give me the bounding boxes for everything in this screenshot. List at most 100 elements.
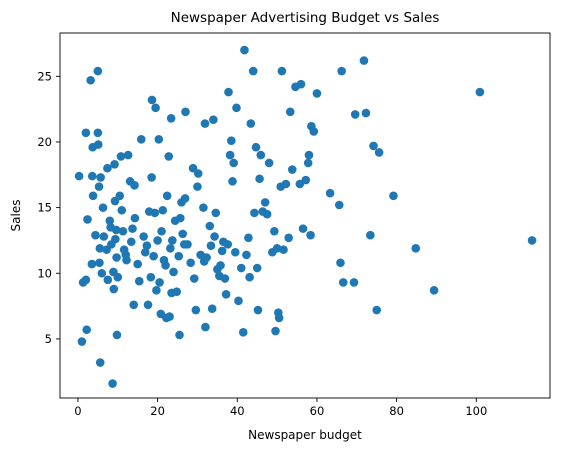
data-point <box>274 313 284 323</box>
data-point <box>287 165 297 174</box>
data-point <box>139 232 148 241</box>
data-point <box>166 244 175 253</box>
data-point <box>206 241 216 250</box>
data-point <box>298 224 308 233</box>
data-point <box>312 89 322 98</box>
data-point <box>279 245 288 254</box>
data-point <box>165 312 174 321</box>
data-point <box>113 272 123 282</box>
data-point <box>359 56 369 65</box>
data-point <box>108 379 117 388</box>
data-point <box>74 171 84 181</box>
data-point <box>88 191 98 201</box>
data-point <box>205 221 215 231</box>
data-point <box>325 188 335 198</box>
data-point <box>236 263 246 273</box>
data-point <box>180 194 190 203</box>
data-point <box>146 272 156 282</box>
data-point <box>309 127 319 136</box>
data-point <box>248 66 258 76</box>
data-point <box>303 158 313 168</box>
data-point <box>154 135 164 144</box>
data-point <box>262 209 272 219</box>
data-point <box>411 244 421 253</box>
data-point <box>223 240 233 249</box>
data-point <box>527 236 537 245</box>
data-point <box>232 103 241 113</box>
data-point <box>152 286 161 295</box>
data-point <box>147 95 157 105</box>
data-point <box>111 234 120 244</box>
data-point <box>211 208 221 218</box>
data-point <box>149 251 158 261</box>
data-point <box>128 224 137 233</box>
data-point <box>147 173 156 182</box>
data-point <box>246 119 256 128</box>
y-tick-label: 10 <box>37 266 52 280</box>
data-point <box>140 247 150 257</box>
data-point <box>207 304 217 314</box>
data-point <box>272 244 282 253</box>
data-point <box>81 128 91 138</box>
data-point <box>117 205 127 215</box>
data-point <box>250 208 259 218</box>
data-point <box>103 163 112 173</box>
data-point <box>94 182 104 191</box>
data-point <box>123 150 133 160</box>
x-tick-label: 80 <box>389 404 404 418</box>
data-point <box>77 337 87 346</box>
data-point <box>217 246 227 256</box>
data-point <box>93 66 103 76</box>
data-point <box>229 158 238 168</box>
data-point <box>256 150 266 160</box>
x-tick-label: 100 <box>465 404 487 418</box>
data-point <box>200 119 210 128</box>
y-tick-label: 5 <box>45 332 52 346</box>
data-point <box>301 175 311 185</box>
data-point <box>285 107 295 117</box>
data-point <box>389 191 398 201</box>
data-point <box>115 191 125 201</box>
data-point <box>230 247 240 257</box>
data-point <box>228 177 237 186</box>
data-point <box>201 322 210 332</box>
data-point <box>178 229 187 239</box>
data-point <box>277 66 287 76</box>
data-point <box>255 174 264 184</box>
data-point <box>244 233 253 243</box>
data-point <box>193 182 202 191</box>
data-point <box>186 258 195 268</box>
data-point <box>304 150 314 160</box>
data-point <box>151 103 160 113</box>
data-point <box>133 259 142 269</box>
data-point <box>130 181 139 190</box>
data-point <box>96 173 105 182</box>
data-point <box>224 87 233 97</box>
x-axis: 0 20 40 60 80 100 <box>74 398 487 418</box>
data-point <box>111 225 121 235</box>
data-point <box>216 261 225 270</box>
data-point <box>264 158 274 168</box>
data-point <box>188 163 198 173</box>
data-point <box>220 274 230 283</box>
data-point <box>251 142 261 152</box>
data-point <box>143 300 153 310</box>
data-point <box>95 244 105 253</box>
data-point <box>338 278 348 287</box>
data-point <box>87 259 97 269</box>
data-point <box>164 152 174 161</box>
data-point <box>374 148 384 157</box>
data-point <box>296 79 306 89</box>
data-point <box>306 230 315 240</box>
y-tick-label: 15 <box>37 201 52 215</box>
data-point <box>155 278 164 287</box>
data-point <box>99 232 109 241</box>
data-point <box>134 276 144 286</box>
x-tick-label: 0 <box>74 404 81 418</box>
data-point <box>270 226 279 236</box>
y-axis-label: Sales <box>9 200 23 232</box>
data-point <box>176 213 185 223</box>
data-point <box>193 169 203 178</box>
data-point <box>116 152 126 161</box>
